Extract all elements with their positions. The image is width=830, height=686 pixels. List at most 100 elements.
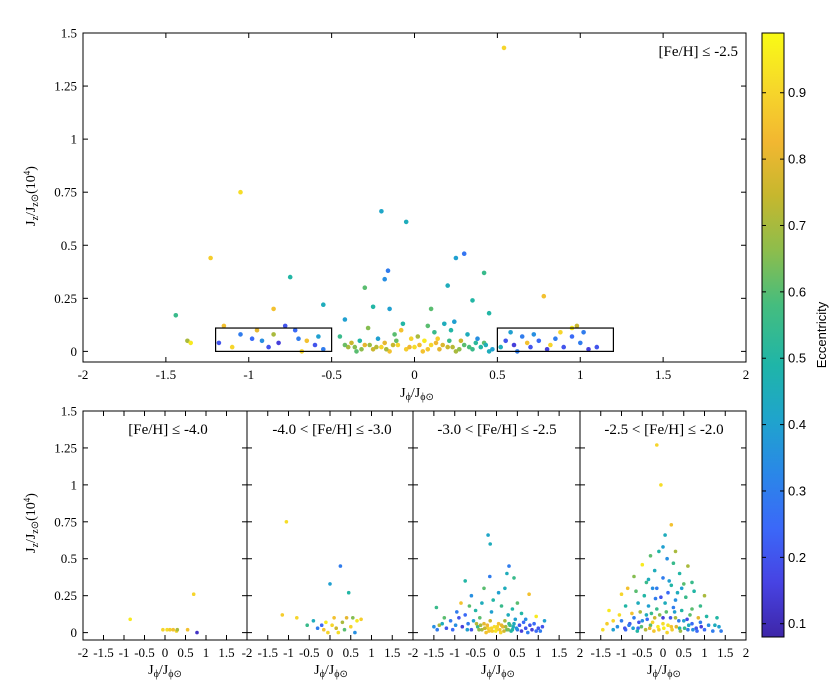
p3-point-41 [503,619,507,623]
p3-xtick-label-1: -1.5 [424,645,445,660]
p3-point-83 [508,623,512,627]
colorbar-label: Eccentricity [814,301,829,368]
main-point-83 [357,338,363,344]
p1-point-1 [161,627,165,632]
p4-point-33 [698,604,703,608]
p3-point-23 [463,613,468,617]
main-point-26 [321,302,326,308]
p3-point-18 [448,619,453,623]
p3-point-93 [496,590,501,595]
p4-point-14 [632,574,636,579]
p2-point-13 [336,630,341,635]
main-point-120 [473,340,479,346]
main-point-89 [465,332,470,337]
main-point-79 [461,342,467,348]
p3-point-21 [457,616,461,620]
main-point-32 [266,344,271,350]
main-point-21 [188,340,193,346]
p4-point-92 [695,629,699,633]
main-point-123 [394,338,399,344]
p3-xtick-label-7: 1.5 [551,645,567,660]
main-point-101 [349,340,354,346]
p4-point-75 [650,620,655,625]
p3-point-31 [482,621,486,626]
main-xtick-label-7: 1.5 [655,367,671,382]
p2-points [280,520,363,635]
p4-point-88 [686,623,691,627]
p1-ytick-label-0: 0 [71,625,78,640]
p4-point-57 [706,623,711,627]
main-point-38 [312,342,318,348]
main-xtick-label-4: 0 [411,367,418,382]
p3-point-80 [502,629,506,633]
main-point-116 [440,342,446,348]
p4-point-78 [666,623,670,627]
p4-point-108 [704,614,709,619]
colorbar-gradient [761,32,785,638]
main-point-68 [370,347,376,352]
p2-point-6 [311,619,316,623]
main-point-91 [425,323,431,329]
p4-point-0 [655,443,659,447]
p4-point-80 [652,629,656,633]
main-ytick-label-3: 0.75 [54,185,77,200]
p3-point-13 [534,614,538,619]
p4-x-axis-title: Jϕ/Jϕ⊙ [647,663,681,680]
p4-point-53 [690,621,694,626]
main-point-86 [415,334,421,339]
p3-point-7 [463,579,468,583]
p1-ytick-label-3: 0.75 [54,514,77,529]
p4-point-31 [690,607,694,611]
p3-point-17 [444,626,449,630]
p3-point-62 [510,607,515,611]
main-point-103 [400,321,406,327]
p3-point-57 [538,629,543,633]
p2-point-11 [332,616,336,620]
p4-point-43 [648,623,653,627]
p1-xtick-label-1: -1.5 [93,645,114,660]
main-point-15 [387,306,392,312]
main-point-2 [208,255,213,261]
main-point-50 [536,338,542,344]
p4-point-49 [673,616,678,620]
colorbar-tick-label-7: 0.8 [788,152,806,167]
main-point-46 [503,338,509,344]
p4-point-105 [605,621,609,626]
p3-point-88 [523,617,528,622]
p3-xtick-label-4: 0 [493,645,500,660]
p3-point-70 [477,627,481,632]
main-ytick-label-1: 0.25 [54,291,77,306]
p3-xtick-label-0: -2 [408,645,419,660]
main-point-4 [403,219,409,225]
p2-title: -4.0 < [Fe/H] ≤ -3.0 [272,422,391,438]
p2-point-24 [324,620,328,625]
main-point-48 [519,334,525,339]
p4-point-13 [677,571,682,576]
p4-point-11 [686,564,690,568]
p4-point-107 [617,613,622,617]
p4-xtick-label-7: 1.5 [717,645,733,660]
p3-point-38 [496,621,501,626]
p3-point-48 [517,623,522,627]
p4-point-8 [665,556,669,561]
p3-point-65 [442,616,447,620]
p3-point-20 [453,623,458,627]
p4-point-76 [656,624,660,629]
p3-point-76 [493,629,498,633]
p4-point-4 [661,545,665,549]
p3-point-5 [512,576,516,580]
main-point-9 [481,270,487,276]
p1-point-7 [185,627,190,632]
p3-point-71 [478,623,483,627]
p4-point-77 [662,626,666,630]
p4-point-70 [666,590,670,595]
main-point-96 [475,336,480,342]
p3-point-75 [489,626,494,630]
p3-point-53 [528,623,532,627]
main-point-1 [238,189,243,195]
p2-point-17 [349,624,353,629]
p3-point-74 [487,629,491,633]
main-point-47 [511,342,517,348]
p2-point-7 [315,626,320,630]
main-point-0 [501,45,507,51]
